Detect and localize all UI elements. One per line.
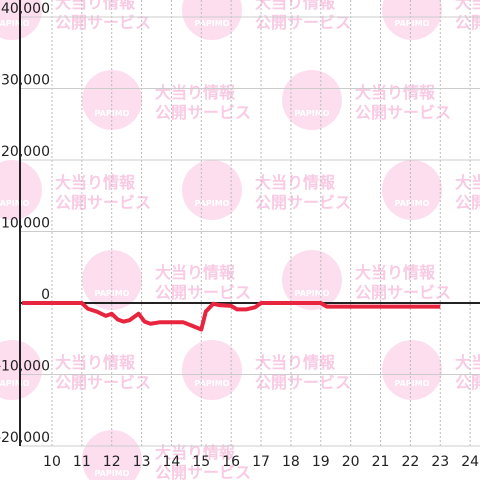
x-tick-label: 13 [133, 454, 151, 470]
watermark-text: 公開サービス [55, 373, 151, 392]
watermark-text: 大当り情報 [55, 173, 136, 192]
x-tick-label: 22 [401, 454, 419, 470]
watermark-text: 大当り情報 [155, 443, 236, 462]
watermark-logo [382, 0, 442, 40]
watermark-logo [382, 160, 442, 220]
watermark-text: 大当り情報 [155, 83, 236, 102]
y-tick-label: 0 [41, 287, 50, 303]
watermark-text: 公開サービス [55, 193, 151, 212]
y-tick-label: 20,000 [1, 144, 50, 160]
watermark-text: 公開サービス [455, 373, 480, 392]
watermark-text: 公開サービス [155, 103, 251, 122]
watermark-text: 公開サービス [255, 373, 351, 392]
watermark-logo-text: PAPIMO [0, 199, 30, 208]
y-tick-label: 30,000 [1, 73, 50, 89]
x-tick-label: 14 [163, 454, 181, 470]
watermark-text: 公開サービス [455, 13, 480, 32]
x-tick-label: 24 [461, 454, 479, 470]
watermark-logo-text: PAPIMO [195, 379, 230, 388]
watermark-logo [182, 160, 242, 220]
watermark-text: 公開サービス [455, 193, 480, 212]
x-tick-label: 20 [342, 454, 360, 470]
x-tick-label: 10 [43, 454, 61, 470]
watermark-text: 大当り情報 [55, 353, 136, 372]
watermark-logo [382, 340, 442, 400]
watermark-text: 公開サービス [355, 283, 451, 302]
watermark-logo-text: PAPIMO [395, 379, 430, 388]
y-tick-label: 10,000 [1, 216, 50, 232]
data-line [22, 301, 441, 332]
watermark-logo [282, 250, 342, 310]
watermark-text: 公開サービス [355, 103, 451, 122]
watermark-text: 公開サービス [155, 283, 251, 302]
watermark-text: 公開サービス [255, 13, 351, 32]
watermark-text: 大当り情報 [455, 173, 480, 192]
watermark-text: 大当り情報 [355, 83, 436, 102]
watermark-logo-text: PAPIMO [295, 109, 330, 118]
watermark-logo [182, 340, 242, 400]
watermark-text: 大当り情報 [355, 263, 436, 282]
x-tick-label: 12 [103, 454, 121, 470]
watermark-logo-text: PAPIMO [295, 289, 330, 298]
watermark-text: 大当り情報 [455, 353, 480, 372]
watermark-text: 公開サービス [55, 13, 151, 32]
y-tick-label: 40,000 [1, 1, 50, 17]
watermark-logo [82, 430, 142, 480]
watermark-logo-text: PAPIMO [395, 199, 430, 208]
watermark-logo [182, 0, 242, 40]
x-tick-label: 18 [282, 454, 300, 470]
x-tick-label: 21 [372, 454, 390, 470]
watermark-text: 大当り情報 [255, 0, 336, 12]
watermark-logo-text: PAPIMO [395, 19, 430, 28]
x-tick-label: 23 [431, 454, 449, 470]
watermark-text: 大当り情報 [55, 0, 136, 12]
x-tick-label: 17 [252, 454, 270, 470]
watermark-text: 大当り情報 [155, 263, 236, 282]
watermark-logo-text: PAPIMO [195, 19, 230, 28]
watermark-text: 大当り情報 [455, 0, 480, 12]
watermark-text: 公開サービス [155, 463, 251, 480]
watermark-text: 大当り情報 [255, 353, 336, 372]
watermark-logo-text: PAPIMO [0, 19, 30, 28]
watermark-text: 大当り情報 [255, 173, 336, 192]
y-tick-label: -10,000 [0, 359, 50, 375]
y-tick-label: -20,000 [0, 430, 50, 446]
watermark-text: 公開サービス [255, 193, 351, 212]
watermark-logo-text: PAPIMO [0, 379, 30, 388]
x-tick-label: 11 [73, 454, 91, 470]
watermark-logo-text: PAPIMO [195, 199, 230, 208]
watermark-logo-text: PAPIMO [95, 469, 130, 478]
x-tick-label: 15 [192, 454, 210, 470]
watermark-logo [282, 70, 342, 130]
x-tick-label: 16 [222, 454, 240, 470]
x-tick-label: 19 [312, 454, 330, 470]
